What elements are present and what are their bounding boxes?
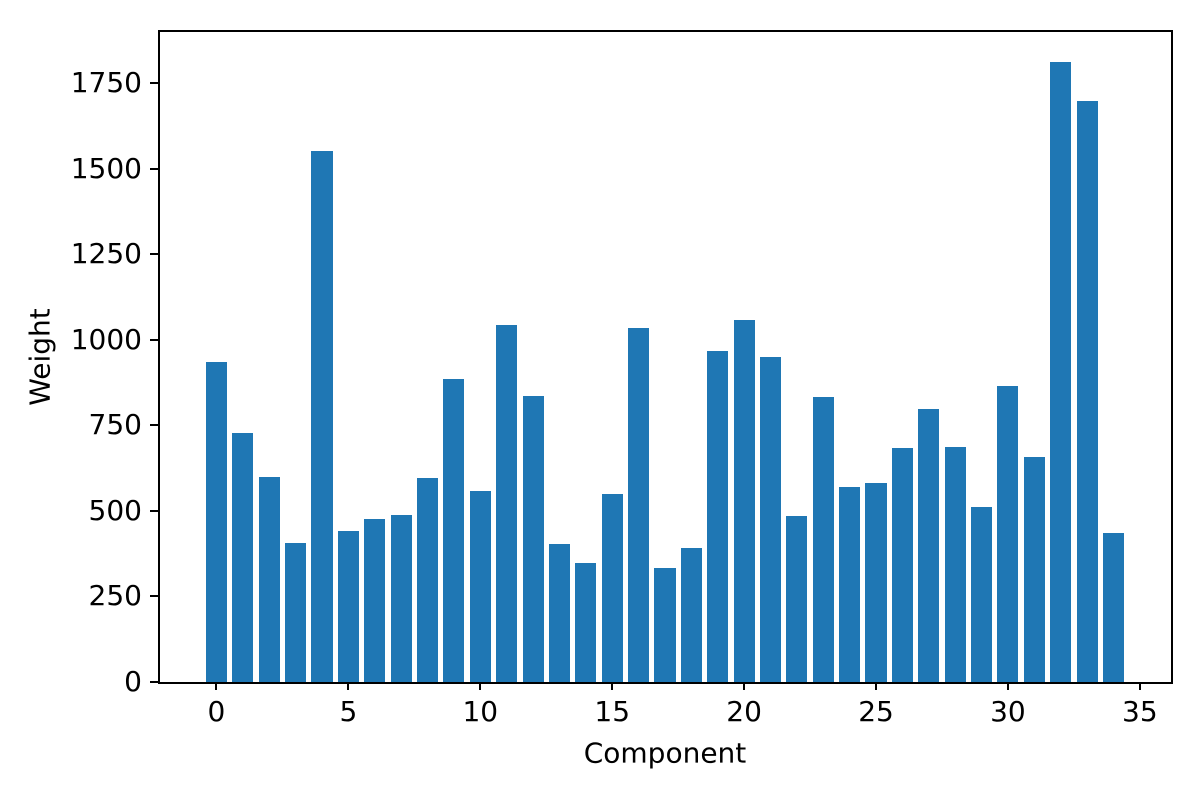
bar-component-9 <box>443 379 465 682</box>
bar-component-31 <box>1023 456 1045 682</box>
bar-component-7 <box>390 515 412 682</box>
bar-component-6 <box>364 519 386 682</box>
y-tick-label: 1000 <box>70 322 142 356</box>
bar-component-18 <box>680 547 702 682</box>
plot-area <box>158 30 1173 684</box>
bar-component-22 <box>786 515 808 682</box>
x-axis-label: Component <box>583 736 747 770</box>
bar-component-12 <box>522 396 544 682</box>
bar-component-16 <box>628 328 650 682</box>
x-tick-label: 15 <box>594 695 631 728</box>
bar-component-13 <box>548 544 570 682</box>
bar-component-17 <box>654 567 676 682</box>
y-tick-label: 0 <box>124 665 142 698</box>
bar-component-30 <box>997 385 1019 682</box>
y-axis-label: Weight <box>23 308 57 406</box>
y-tick-label: 500 <box>88 493 142 527</box>
y-tick-mark <box>150 338 158 341</box>
bar-component-26 <box>891 447 913 682</box>
bar-component-34 <box>1102 532 1125 682</box>
bar-component-24 <box>839 487 861 682</box>
x-tick-label: 25 <box>858 695 894 728</box>
bar-component-15 <box>601 493 623 682</box>
bar-component-4 <box>311 151 333 682</box>
y-tick-label: 1750 <box>70 66 142 100</box>
y-tick-label: 1500 <box>70 151 142 185</box>
bar-component-0 <box>205 362 227 682</box>
y-tick-mark <box>150 424 158 427</box>
bar-component-11 <box>496 325 518 682</box>
x-tick-mark <box>215 682 218 690</box>
x-tick-label: 30 <box>990 695 1026 728</box>
bar-component-25 <box>865 482 887 682</box>
x-tick-label: 10 <box>462 695 499 728</box>
x-tick-label: 5 <box>339 695 358 728</box>
x-tick-mark <box>611 682 614 690</box>
y-tick-mark <box>150 595 158 598</box>
x-tick-label: 35 <box>1122 695 1158 728</box>
bar-component-10 <box>469 491 491 682</box>
y-tick-label: 1250 <box>70 237 142 271</box>
y-tick-mark <box>150 681 158 683</box>
bar-component-27 <box>918 408 940 682</box>
x-tick-mark <box>743 682 746 690</box>
bar-component-14 <box>575 563 597 682</box>
x-tick-mark <box>347 682 350 690</box>
y-tick-label: 250 <box>88 579 142 613</box>
x-tick-label: 0 <box>207 695 226 728</box>
bar-component-21 <box>759 357 782 682</box>
bar-component-3 <box>285 543 307 682</box>
bar-component-23 <box>812 396 834 682</box>
y-tick-mark <box>150 253 158 256</box>
bar-component-1 <box>232 432 254 682</box>
bar-component-2 <box>258 477 280 682</box>
y-tick-mark <box>150 509 158 512</box>
bar-component-33 <box>1076 100 1098 682</box>
y-tick-mark <box>150 82 158 85</box>
bar-component-29 <box>971 506 993 682</box>
bar-component-32 <box>1050 62 1072 682</box>
x-tick-mark <box>479 682 482 690</box>
bar-component-28 <box>944 446 966 682</box>
x-tick-mark <box>1138 682 1141 690</box>
bar-component-5 <box>337 530 359 682</box>
bar-component-20 <box>733 320 755 682</box>
y-tick-mark <box>150 167 158 170</box>
y-tick-label: 750 <box>88 408 142 442</box>
x-tick-mark <box>1006 682 1009 690</box>
x-tick-label: 20 <box>726 695 762 728</box>
bar-component-19 <box>707 350 729 682</box>
bar-component-8 <box>416 478 439 682</box>
x-tick-mark <box>875 682 878 690</box>
